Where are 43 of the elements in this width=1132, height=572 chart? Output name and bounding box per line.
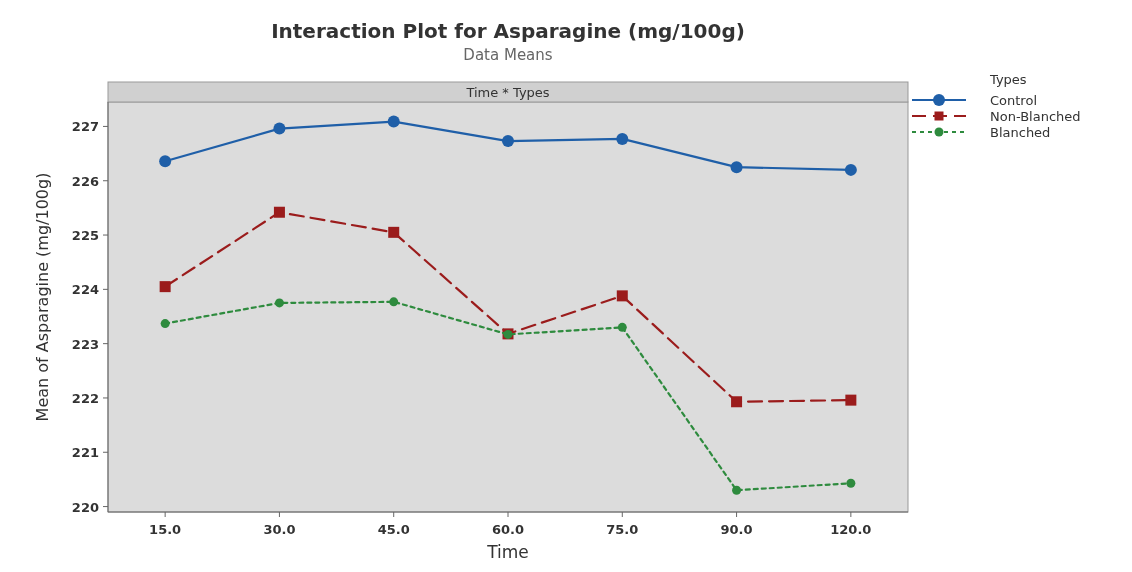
point	[388, 226, 400, 238]
point	[389, 297, 399, 307]
x-tick-label: 75.0	[606, 522, 639, 537]
point	[159, 155, 172, 168]
point	[617, 322, 627, 332]
point	[844, 163, 857, 176]
x-axis-title: Time	[486, 542, 529, 562]
y-axis-title: Mean of Asparagine (mg/100g)	[33, 172, 52, 422]
x-tick-label: 30.0	[263, 522, 296, 537]
point	[502, 135, 514, 148]
point	[616, 132, 629, 145]
point	[273, 122, 286, 135]
point	[846, 478, 856, 488]
x-tick-label: 120.0	[830, 522, 872, 537]
point	[160, 319, 170, 329]
chart-subtitle: Data Means	[463, 46, 553, 64]
point	[730, 161, 743, 174]
y-tick-label: 222	[71, 390, 99, 406]
point	[732, 485, 742, 495]
x-tick-label: 60.0	[491, 522, 525, 537]
legend-label: Non-Blanched	[990, 109, 1081, 124]
legend-title: Types	[989, 72, 1027, 87]
point	[273, 206, 285, 218]
point	[616, 290, 628, 302]
chart-title: Interaction Plot for Asparagine (mg/100g)	[271, 19, 745, 43]
y-tick-label: 220	[71, 499, 99, 515]
x-tick-label: 15.0	[149, 522, 182, 537]
legend-label: Blanched	[990, 125, 1051, 140]
point	[731, 396, 743, 408]
point	[845, 394, 857, 406]
point	[387, 115, 400, 128]
point	[159, 281, 171, 293]
y-tick-label: 226	[71, 173, 99, 189]
x-tick-label: 45.0	[377, 522, 410, 537]
text: Time * Types	[465, 85, 550, 100]
y-tick-label: 223	[71, 336, 99, 352]
y-tick-label: 227	[71, 119, 99, 135]
x-tick-label: 90.0	[720, 522, 753, 537]
y-tick-label: 221	[71, 445, 99, 461]
y-tick-label: 225	[71, 228, 99, 244]
point	[274, 298, 284, 308]
legend-label: Control	[990, 93, 1037, 108]
y-tick-label: 224	[71, 282, 99, 298]
